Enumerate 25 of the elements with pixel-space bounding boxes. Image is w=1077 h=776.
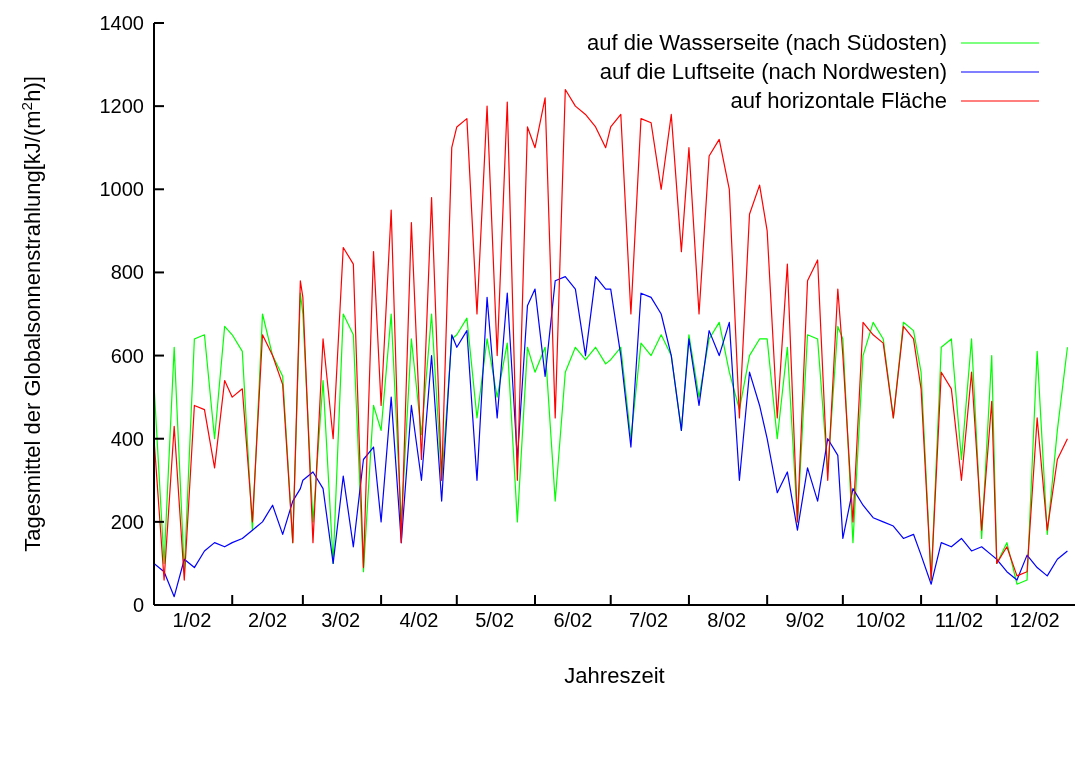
x-tick-label: 5/02 [475,609,515,631]
y-tick-label: 0 [132,594,144,616]
x-tick-label: 7/02 [629,609,669,631]
x-tick-label: 3/02 [321,609,361,631]
legend-label: auf horizontale Fläche [730,87,947,115]
x-tick-label: 6/02 [553,609,593,631]
x-tick-label: 1/02 [172,609,212,631]
y-tick-label: 800 [110,261,144,284]
y-tick-label: 600 [110,344,144,367]
y-tick-label: 1200 [99,95,144,118]
legend-label: auf die Luftseite (nach Nordwesten) [599,58,947,86]
x-tick-label: 8/02 [707,609,747,631]
x-tick-label: 10/02 [855,609,906,631]
x-tick-label: 11/02 [934,609,984,631]
y-tick-label: 200 [110,510,144,533]
y-tick-label: 1000 [99,178,144,201]
y-tick-label: 1400 [99,12,144,34]
line-series [154,88,1069,581]
x-tick-label: 9/02 [785,609,825,631]
x-tick-label: 2/02 [248,609,288,631]
x-tick-label: 4/02 [399,609,439,631]
x-axis-title: Jahreszeit [564,663,665,688]
y-tick-label: 400 [110,427,144,450]
legend-label: auf die Wasserseite (nach Südosten) [587,29,947,57]
x-tick-label: 12/02 [1009,609,1060,631]
